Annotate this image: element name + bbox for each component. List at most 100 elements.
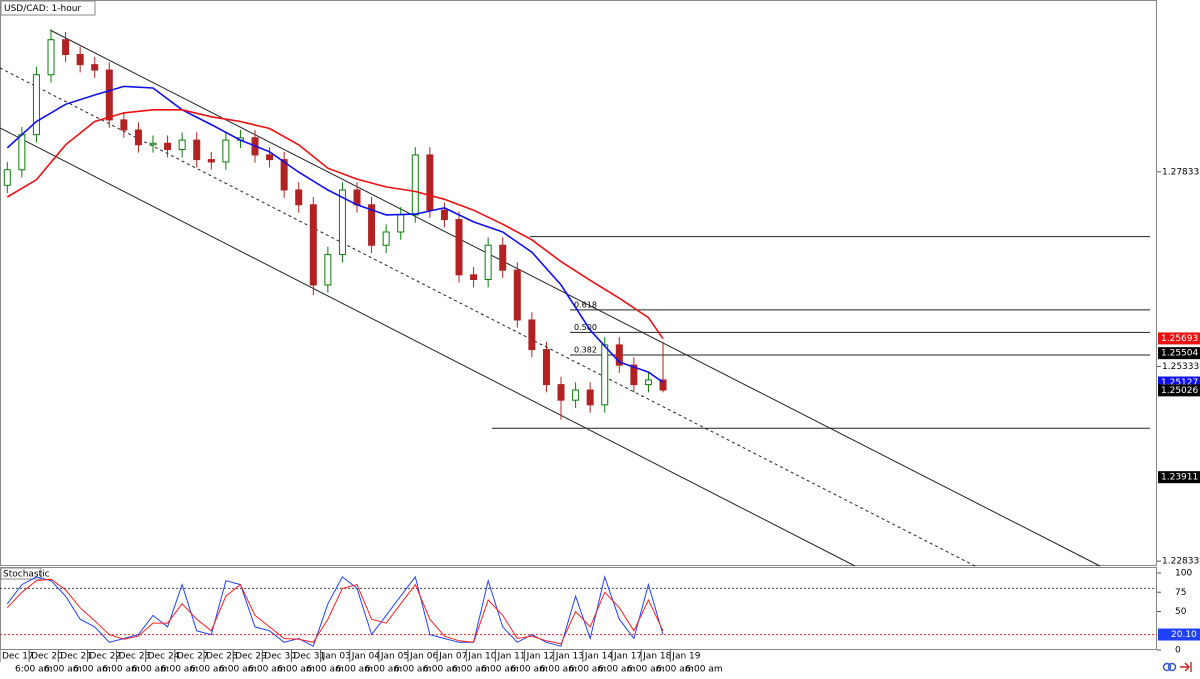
x-time-label: 6:00 am	[219, 665, 256, 675]
x-time-label: 6:00 am	[132, 665, 169, 675]
candle-body	[513, 269, 521, 321]
candle-body	[193, 139, 201, 161]
candle-body	[411, 154, 419, 216]
chart-title: USD/CAD: 1-hour	[4, 4, 81, 14]
x-tick-label: Jan 17	[613, 652, 642, 662]
price-label-box	[1158, 332, 1200, 345]
candle-body	[484, 244, 492, 280]
candle-body	[572, 389, 580, 401]
candle-body	[659, 379, 667, 391]
x-time-label: 6:00 am	[44, 665, 81, 675]
candle-body	[18, 134, 26, 171]
candle-body	[91, 64, 99, 71]
stochastic-line	[6, 575, 664, 647]
y-tick-label: 1.25333	[1162, 362, 1199, 372]
footer-icons[interactable]	[1162, 662, 1192, 672]
x-tick-label: Jan 12	[526, 652, 555, 662]
x-tick-label: Dec 29	[235, 652, 267, 662]
x-tick-label: Dec 22	[89, 652, 121, 662]
fib-level-label: 0.382	[574, 346, 597, 355]
candle-body	[382, 231, 390, 246]
x-tick-label: Dec 17	[2, 652, 34, 662]
moving-average	[6, 109, 664, 340]
x-time-label: 6:00 am	[306, 665, 343, 675]
candle-body	[601, 344, 609, 406]
indicator-title-box	[0, 567, 42, 580]
candle-body	[470, 274, 478, 280]
x-time-label: 6:00 am	[190, 665, 227, 675]
x-time-label: 6:00 am	[481, 665, 518, 675]
x-time-label: 6:00 am	[452, 665, 489, 675]
icon-link[interactable]	[1167, 662, 1177, 672]
candle-body	[280, 159, 288, 191]
fib-level-label: 0.500	[574, 323, 597, 332]
candle-body	[528, 319, 536, 351]
y-tick-label: 1.27833	[1162, 167, 1199, 177]
price-label: 1.23911	[1161, 473, 1198, 483]
moving-average	[6, 85, 664, 383]
x-tick-label: Dec 23	[119, 652, 151, 662]
candle-body	[105, 69, 113, 121]
candle-body	[324, 254, 332, 286]
x-time-label: 6:00 am	[161, 665, 198, 675]
candle-body	[644, 379, 652, 386]
x-time-label: 6:00 am	[598, 665, 635, 675]
x-time-label: 6:00 am	[102, 665, 139, 675]
price-label-box	[1158, 471, 1200, 484]
x-time-label: 6:00 am	[510, 665, 547, 675]
x-time-label: 6:00 am	[365, 665, 402, 675]
candle-body	[426, 154, 434, 211]
candle-body	[440, 209, 448, 221]
candle-body	[586, 389, 594, 406]
candle-body	[499, 244, 507, 271]
x-time-label: 6:00 am	[394, 665, 431, 675]
stochastic-line	[6, 578, 664, 645]
title-box	[0, 0, 96, 16]
price-label: 1.25693	[1161, 334, 1198, 344]
x-time-label: 6:00 am	[15, 665, 52, 675]
y-tick-label: 50	[1175, 607, 1187, 617]
x-time-label: 6:00 am	[423, 665, 460, 675]
x-time-label: 6:00 am	[277, 665, 314, 675]
candle-body	[3, 169, 11, 186]
candle-body	[62, 39, 70, 55]
x-tick-label: Jan 13	[555, 652, 584, 662]
x-tick-label: Jan 03	[322, 652, 351, 662]
x-tick-label: Dec 31	[293, 652, 325, 662]
x-time-label: 6:00 am	[248, 665, 285, 675]
x-tick-label: Jan 18	[642, 652, 671, 662]
icon-link[interactable]	[1162, 662, 1172, 672]
candle-body	[295, 189, 303, 206]
y-tick-label: 75	[1175, 588, 1186, 598]
candle-body	[266, 154, 274, 161]
price-label-box	[1158, 347, 1200, 360]
x-time-label: 6:00 am	[656, 665, 693, 675]
candle-body	[149, 142, 157, 146]
x-time-label: 6:00 am	[336, 665, 373, 675]
fib-level-label: 0.618	[574, 300, 597, 309]
candle-body	[615, 344, 623, 366]
x-tick-label: Jan 11	[496, 652, 525, 662]
x-tick-label: Jan 07	[438, 652, 467, 662]
indicator-title: Stochastic	[3, 570, 50, 580]
stochastic-panel	[0, 567, 1157, 650]
x-time-label: 6:00 am	[569, 665, 606, 675]
candle-body	[353, 189, 361, 206]
candle-body	[542, 349, 550, 386]
candle-body	[397, 214, 405, 233]
candle-body	[134, 129, 142, 146]
icon-arrow[interactable]	[1180, 662, 1192, 672]
candle-body	[630, 364, 638, 386]
price-label: 1.25026	[1161, 386, 1198, 396]
x-time-label: 6:00 am	[540, 665, 577, 675]
price-label-box	[1158, 384, 1200, 397]
candle-body	[47, 39, 55, 76]
y-tick-label: 0	[1175, 646, 1181, 656]
candle-body	[76, 53, 84, 66]
x-tick-label: Dec 30	[264, 652, 296, 662]
x-tick-label: Jan 05	[380, 652, 409, 662]
value-label: 20.10	[1171, 630, 1197, 640]
x-tick-label: Jan 04	[351, 652, 380, 662]
